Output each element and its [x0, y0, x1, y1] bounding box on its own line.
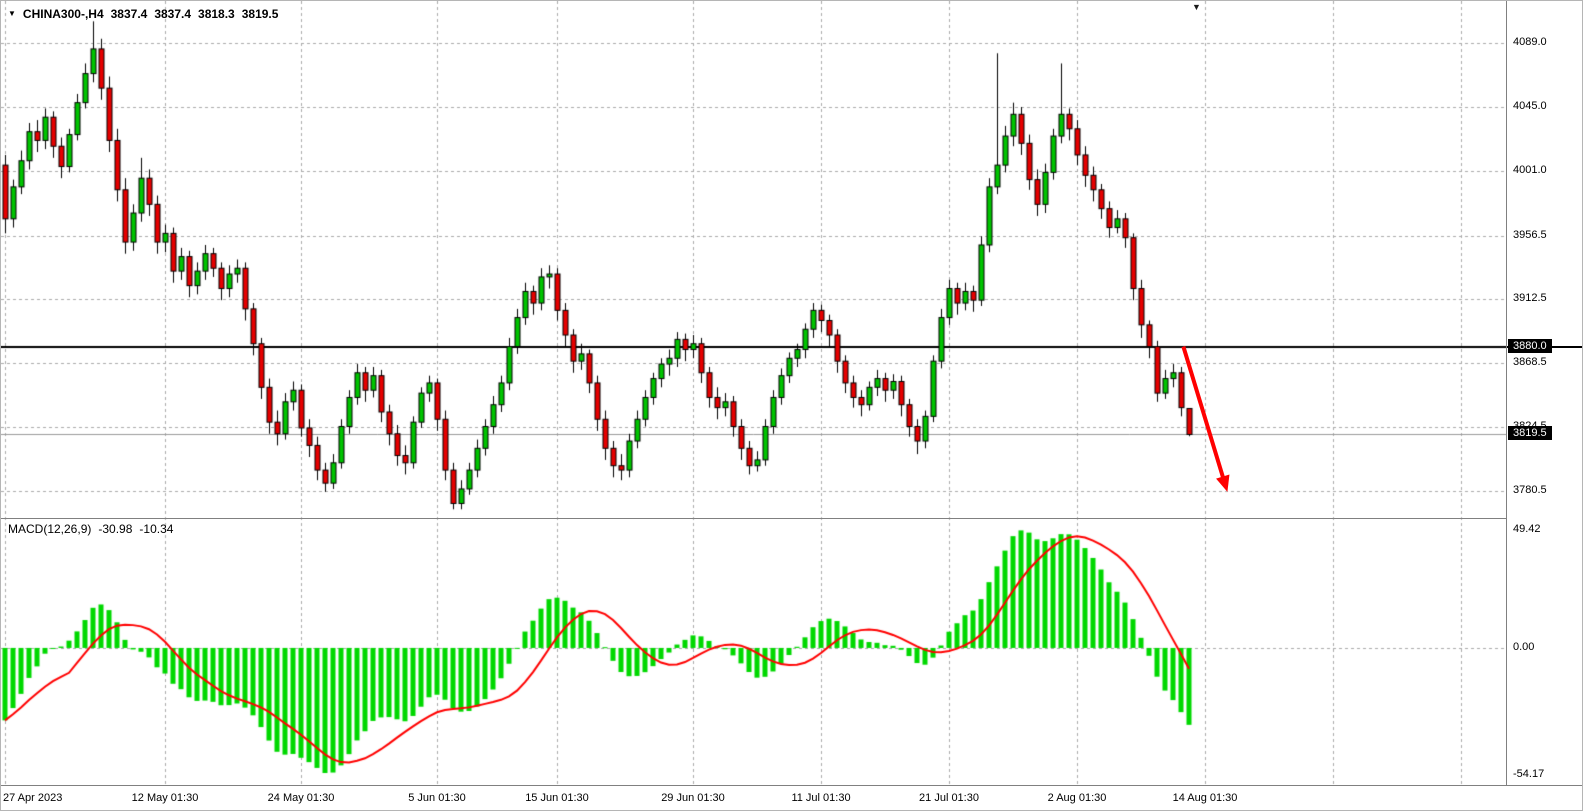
price-tick-label: 3956.5: [1513, 228, 1547, 241]
macd-zero-label: 0.00: [1513, 640, 1535, 653]
price-tick-label: 3868.5: [1513, 356, 1547, 369]
symbol-timeframe-label: CHINA300-,H4: [22, 7, 104, 21]
macd-max-label: 49.42: [1513, 523, 1541, 535]
time-label: 5 Jun 01:30: [408, 792, 466, 804]
macd-indicator-header: MACD(12,26,9) -30.98 -10.34: [8, 522, 173, 536]
ohlc-close-value: 3819.5: [241, 7, 279, 21]
time-label: 12 May 01:30: [131, 792, 199, 804]
price-tick-label: 4089.0: [1513, 36, 1547, 49]
price-tick-label: 3912.5: [1513, 292, 1547, 305]
price-tick-label: 4045.0: [1513, 100, 1547, 112]
time-label: 21 Jul 01:30: [919, 792, 979, 804]
time-label: 29 Jun 01:30: [661, 792, 725, 804]
macd-main-value: -30.98: [98, 522, 133, 536]
macd-label: MACD(12,26,9): [8, 522, 92, 536]
macd-signal-value: -10.34: [139, 522, 174, 536]
price-tick-label: 4001.0: [1513, 163, 1547, 176]
ohlc-open-value: 3837.4: [110, 7, 148, 21]
bid-price-tag: 3819.5: [1508, 426, 1552, 441]
ohlc-high-value: 3837.4: [154, 7, 192, 21]
time-label: 11 Jul 01:30: [791, 792, 851, 804]
chart-shift-marker-icon[interactable]: ▼: [1192, 2, 1201, 12]
time-label: 15 Jun 01:30: [525, 792, 589, 804]
time-axis[interactable]: 27 Apr 2023 12 May 01:30 24 May 01:30 5 Jun…: [1, 785, 1582, 810]
hline-price-tag: 3880.0: [1508, 338, 1552, 353]
time-label: 27 Apr 2023: [3, 792, 63, 804]
time-label: 2 Aug 01:30: [1047, 792, 1107, 804]
price-axis[interactable]: 4089.04045.04001.03956.53912.53868.53824…: [1506, 1, 1582, 785]
ohlc-low-value: 3818.3: [198, 7, 235, 21]
symbol-marker-icon: ▼: [8, 9, 16, 18]
price-tick-label: 3780.5: [1513, 484, 1547, 497]
panel-separator[interactable]: [1, 518, 1582, 519]
macd-min-label: -54.17: [1513, 768, 1545, 780]
symbol-ohlc-header: ▼ CHINA300-,H4 3837.4 3837.4 3818.3 3819…: [8, 7, 278, 21]
chart-canvas[interactable]: [1, 1, 1506, 785]
time-label: 14 Aug 01:30: [1172, 792, 1238, 804]
time-label: 24 May 01:30: [267, 792, 335, 804]
